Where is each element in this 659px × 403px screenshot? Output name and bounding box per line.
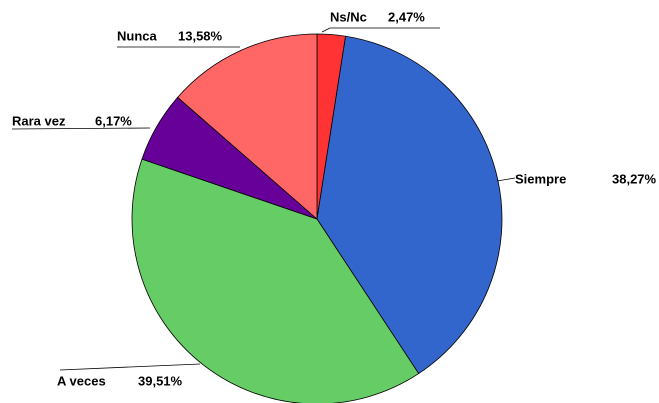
slice-label: Ns/Nc <box>330 9 367 24</box>
slice-label: Siempre <box>515 171 566 186</box>
slice-label: Rara vez <box>12 113 66 128</box>
slice-label: A veces <box>57 373 106 388</box>
leader-line <box>321 27 440 33</box>
leader-line <box>59 363 201 371</box>
leader-line <box>496 177 516 182</box>
value-label: 39,51% <box>138 373 183 388</box>
pie-slice <box>131 158 420 403</box>
slice-label: Nunca <box>117 28 158 43</box>
leader-line <box>11 127 151 130</box>
value-label: 38,27% <box>612 171 657 186</box>
value-label: 6,17% <box>95 113 132 128</box>
value-label: 2,47% <box>388 9 425 24</box>
pie-slice <box>177 33 318 220</box>
value-label: 13,58% <box>178 28 223 43</box>
